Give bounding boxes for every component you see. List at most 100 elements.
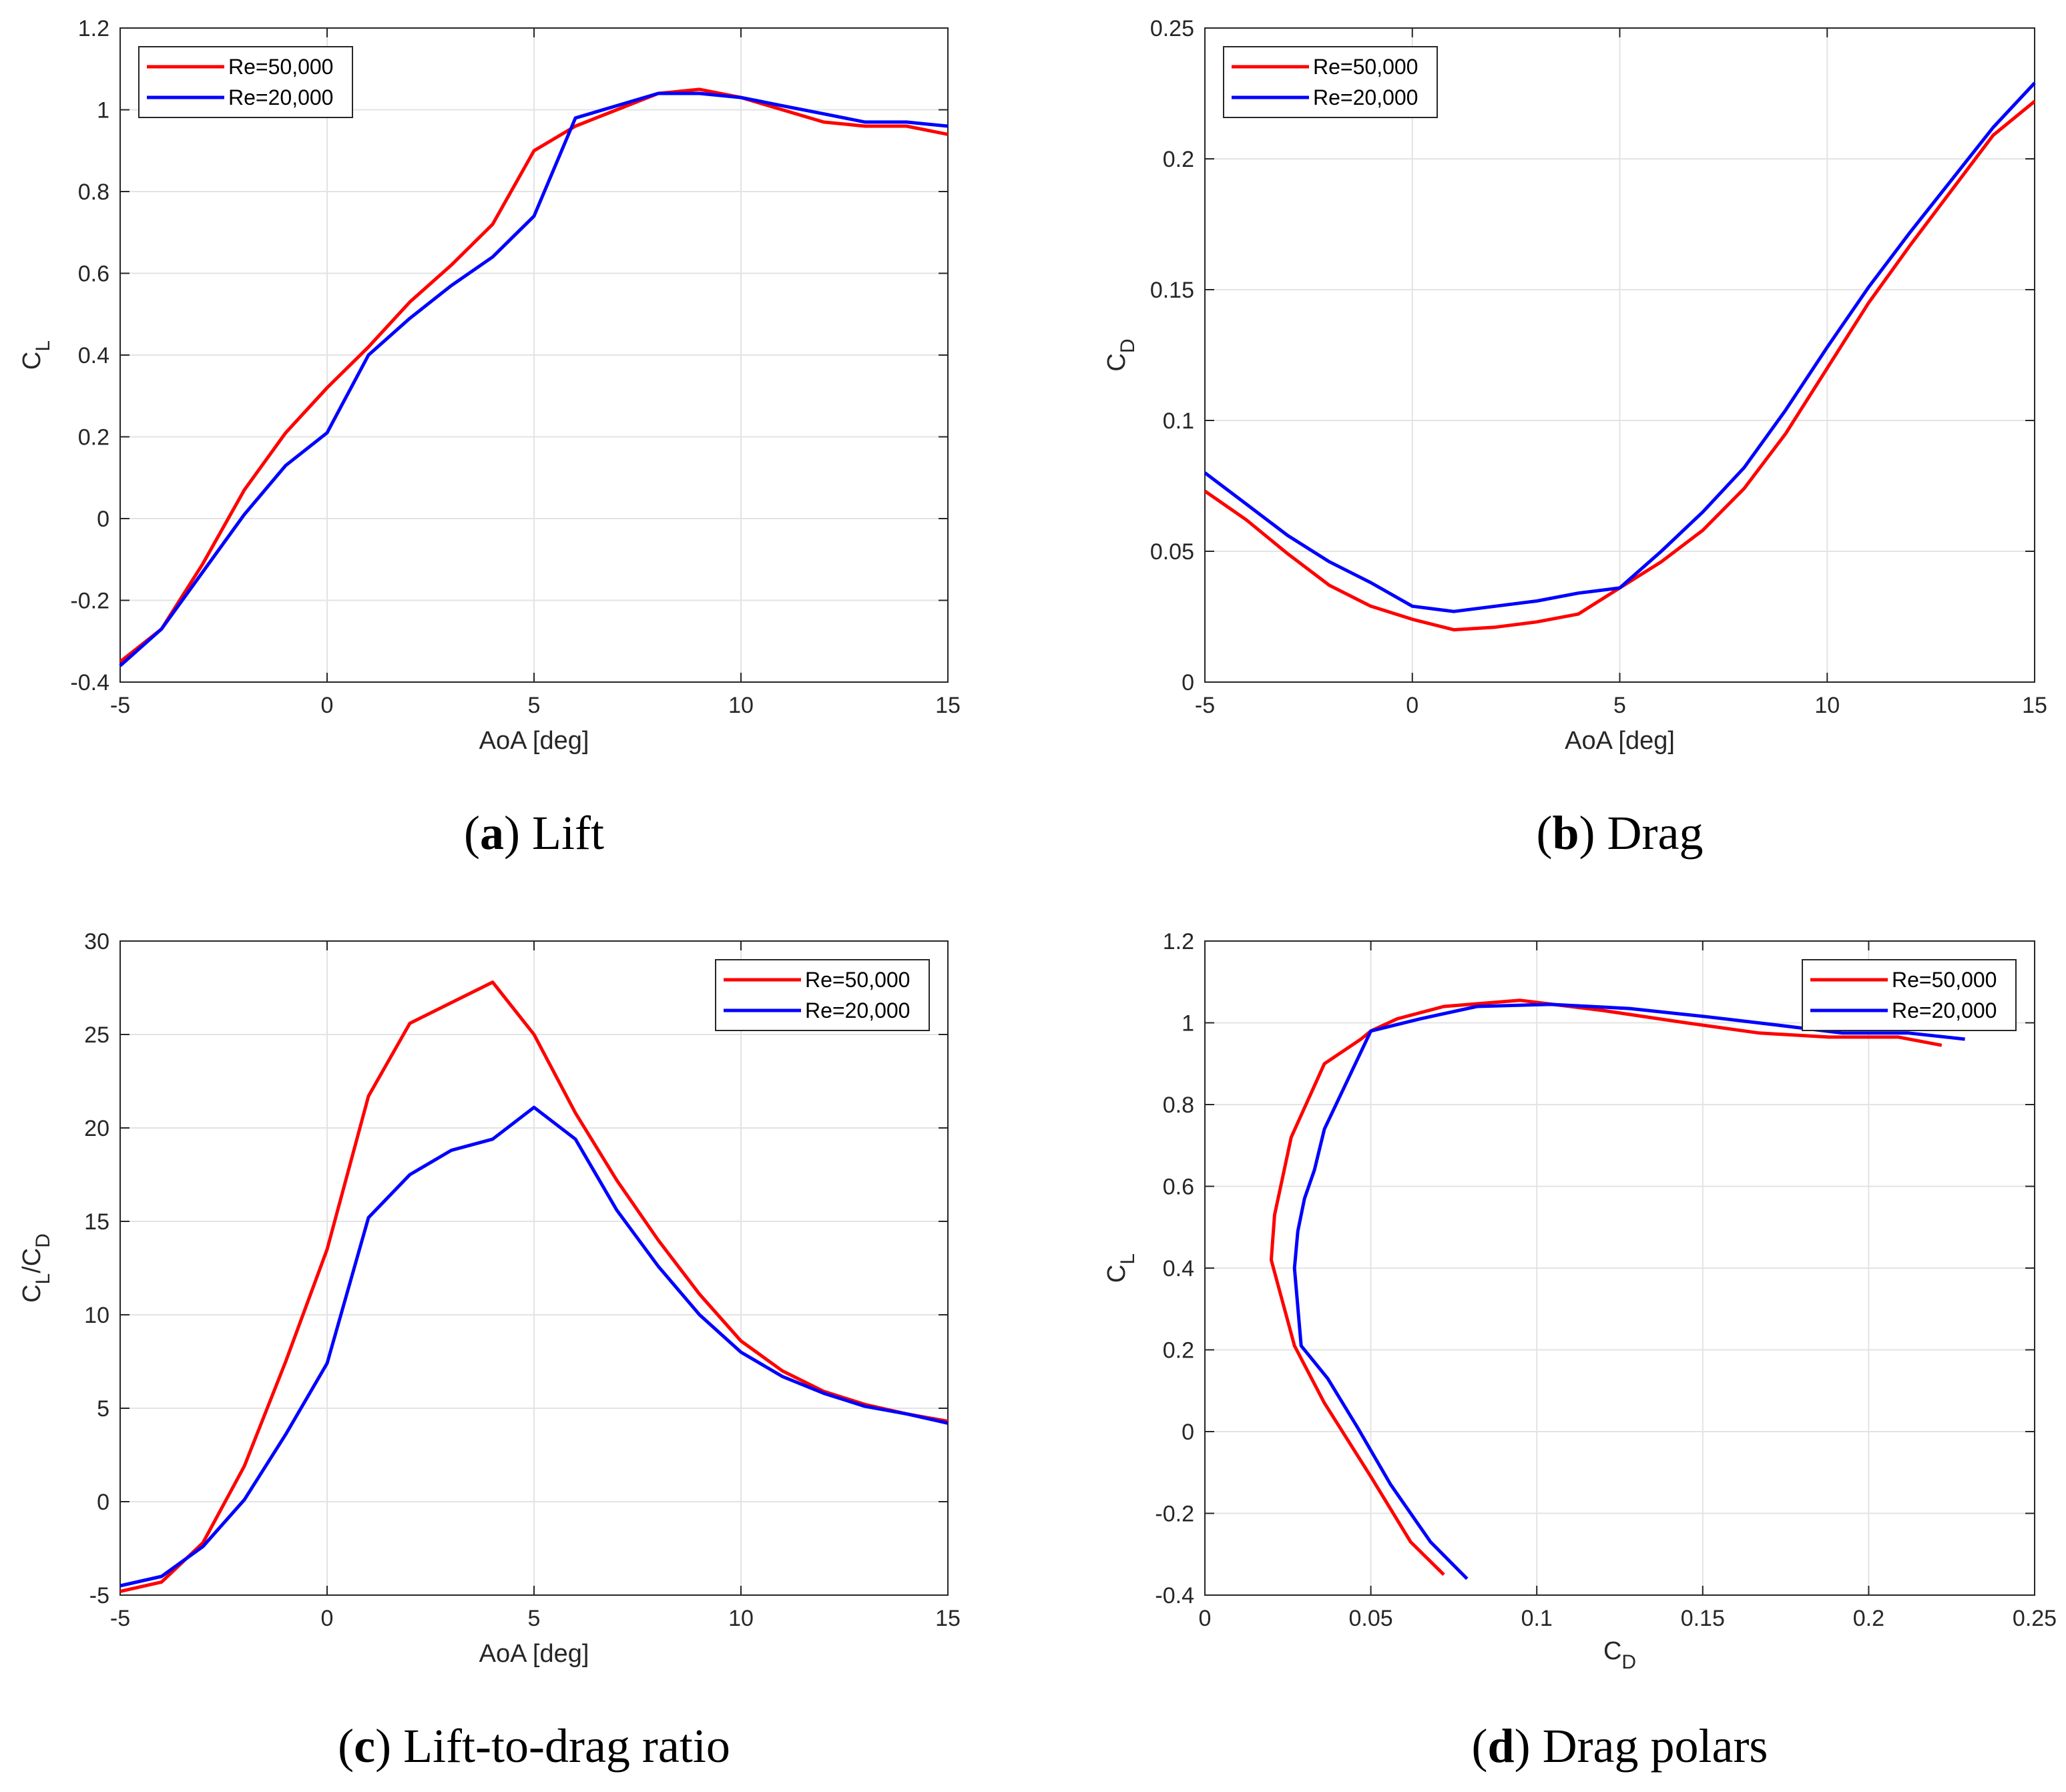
y-axis-label-sub: L — [32, 1273, 54, 1285]
y-tick-label: 0.6 — [1163, 1175, 1194, 1200]
caption-paren-close: ) — [375, 1719, 403, 1773]
panel-caption: (b) Drag — [1537, 806, 1704, 860]
caption-text: Drag — [1607, 806, 1704, 860]
y-tick-label: 1 — [1182, 1011, 1194, 1036]
series-line-re20 — [1292, 1002, 1965, 1580]
y-tick-label: 0.8 — [1163, 1093, 1194, 1118]
legend-box — [1802, 959, 2017, 1031]
caption-text: Lift-to-drag ratio — [403, 1719, 730, 1773]
y-tick-label: -0.2 — [1155, 1502, 1194, 1527]
y-axis-label-mid: /C — [18, 1248, 46, 1273]
caption-letter: b — [1553, 806, 1579, 860]
y-tick-label: 0.25 — [1150, 16, 1194, 41]
x-axis-label-main: C — [1603, 1637, 1621, 1665]
legend-label-re50: Re=50,000 — [805, 968, 910, 992]
y-tick-label: 0 — [97, 507, 109, 532]
legend: Re=50,000 Re=20,000 — [138, 46, 353, 118]
y-tick-label: 15 — [84, 1209, 109, 1235]
caption-letter: d — [1488, 1719, 1515, 1773]
y-tick-label: 20 — [84, 1116, 109, 1141]
x-tick-label: 0.05 — [1349, 1606, 1393, 1631]
legend: Re=50,000 Re=20,000 — [715, 959, 930, 1031]
x-axis-label-sub: D — [1621, 1651, 1636, 1673]
y-axis-label-sub: L — [32, 340, 54, 352]
series-line-re50 — [119, 980, 949, 1593]
caption-text: Lift — [532, 806, 604, 860]
series-line-re20 — [1204, 81, 2036, 613]
y-tick-label: 0.4 — [78, 343, 109, 368]
legend-box — [1223, 46, 1438, 118]
y-axis-label: CL — [18, 340, 54, 370]
series-line-re20 — [119, 1105, 949, 1588]
y-axis-label-main: C — [1103, 1265, 1131, 1283]
y-axis-label-main: C — [18, 1284, 46, 1302]
x-tick-label: 0.1 — [1521, 1606, 1553, 1631]
legend-label-re50: Re=50,000 — [1313, 55, 1418, 79]
x-axis-label: CD — [1603, 1637, 1636, 1673]
x-tick-label: 15 — [935, 693, 961, 718]
x-tick-label: 5 — [1613, 693, 1626, 718]
x-tick-label: 0 — [321, 693, 334, 718]
panel-caption: (d) Drag polars — [1472, 1719, 1768, 1773]
x-tick-label: 15 — [935, 1606, 961, 1631]
caption-paren-open: ( — [464, 806, 480, 860]
y-tick-label: 10 — [84, 1303, 109, 1328]
y-tick-label: 0.8 — [78, 180, 109, 205]
caption-text: Drag polars — [1543, 1719, 1768, 1773]
x-tick-label: 10 — [1814, 693, 1840, 718]
y-tick-label: -5 — [89, 1583, 109, 1608]
y-tick-label: -0.4 — [70, 670, 109, 695]
caption-paren-open: ( — [338, 1719, 354, 1773]
series-line-re50 — [119, 87, 949, 663]
y-tick-label: 0.4 — [1163, 1256, 1194, 1281]
panel-caption: (c) Lift-to-drag ratio — [338, 1719, 730, 1773]
y-axis-label-main: C — [18, 352, 46, 370]
legend-label-re50: Re=50,000 — [228, 55, 333, 79]
series-line-re20 — [119, 91, 949, 667]
caption-paren-close: ) — [1515, 1719, 1543, 1773]
caption-paren-open: ( — [1537, 806, 1553, 860]
y-tick-label: 0.05 — [1150, 539, 1194, 565]
legend-box — [715, 959, 930, 1031]
y-tick-label: 0.2 — [78, 425, 109, 451]
x-tick-label: -5 — [110, 693, 130, 718]
y-tick-label: 0.2 — [1163, 1338, 1194, 1364]
x-tick-label: 10 — [728, 693, 754, 718]
legend: Re=50,000 Re=20,000 — [1223, 46, 1438, 118]
y-tick-label: 0.1 — [1163, 408, 1194, 434]
y-axis-label-sub: L — [1117, 1253, 1139, 1265]
x-tick-label: 0 — [1199, 1606, 1212, 1631]
y-tick-label: 1.2 — [78, 16, 109, 41]
caption-paren-close: ) — [504, 806, 532, 860]
x-tick-label: 10 — [728, 1606, 754, 1631]
y-tick-label: 0.2 — [1163, 147, 1194, 172]
y-tick-label: 30 — [84, 929, 109, 954]
x-tick-label: 0 — [1406, 693, 1418, 718]
series-line-re50 — [1269, 998, 1943, 1576]
y-tick-label: 1.2 — [1163, 929, 1194, 954]
legend-label-re20: Re=20,000 — [228, 85, 333, 109]
y-axis-label: CL — [1103, 1253, 1139, 1283]
x-tick-label: -5 — [1195, 693, 1215, 718]
y-tick-label: 1 — [97, 98, 109, 123]
legend-label-re20: Re=20,000 — [1892, 998, 1997, 1022]
legend-label-re20: Re=20,000 — [1313, 85, 1418, 109]
caption-letter: a — [480, 806, 504, 860]
x-tick-label: 5 — [528, 693, 541, 718]
x-axis-label: AoA [deg] — [1565, 727, 1675, 755]
y-tick-label: 25 — [84, 1022, 109, 1048]
y-tick-label: -0.2 — [70, 589, 109, 614]
x-tick-label: 15 — [2022, 693, 2047, 718]
x-tick-label: 0.2 — [1853, 1606, 1884, 1631]
caption-paren-open: ( — [1472, 1719, 1488, 1773]
panel-caption: (a) Lift — [464, 806, 604, 860]
caption-letter: c — [354, 1719, 375, 1773]
panel-c: -5 0 5 10 15 -5 0 5 10 15 20 25 30 AoA [deg] CL/CD Re=5… — [18, 929, 961, 1773]
y-axis-label-sub2: D — [32, 1233, 54, 1248]
y-tick-label: 0 — [1182, 670, 1194, 695]
x-tick-label: 0 — [321, 1606, 334, 1631]
y-tick-label: -0.4 — [1155, 1583, 1194, 1608]
panel-a: -5 0 5 10 15 -0.4 -0.2 0 0.2 0.4 0.6 0.8 1 1.2 AoA [de… — [18, 16, 961, 860]
x-axis-label: AoA [deg] — [479, 727, 589, 755]
